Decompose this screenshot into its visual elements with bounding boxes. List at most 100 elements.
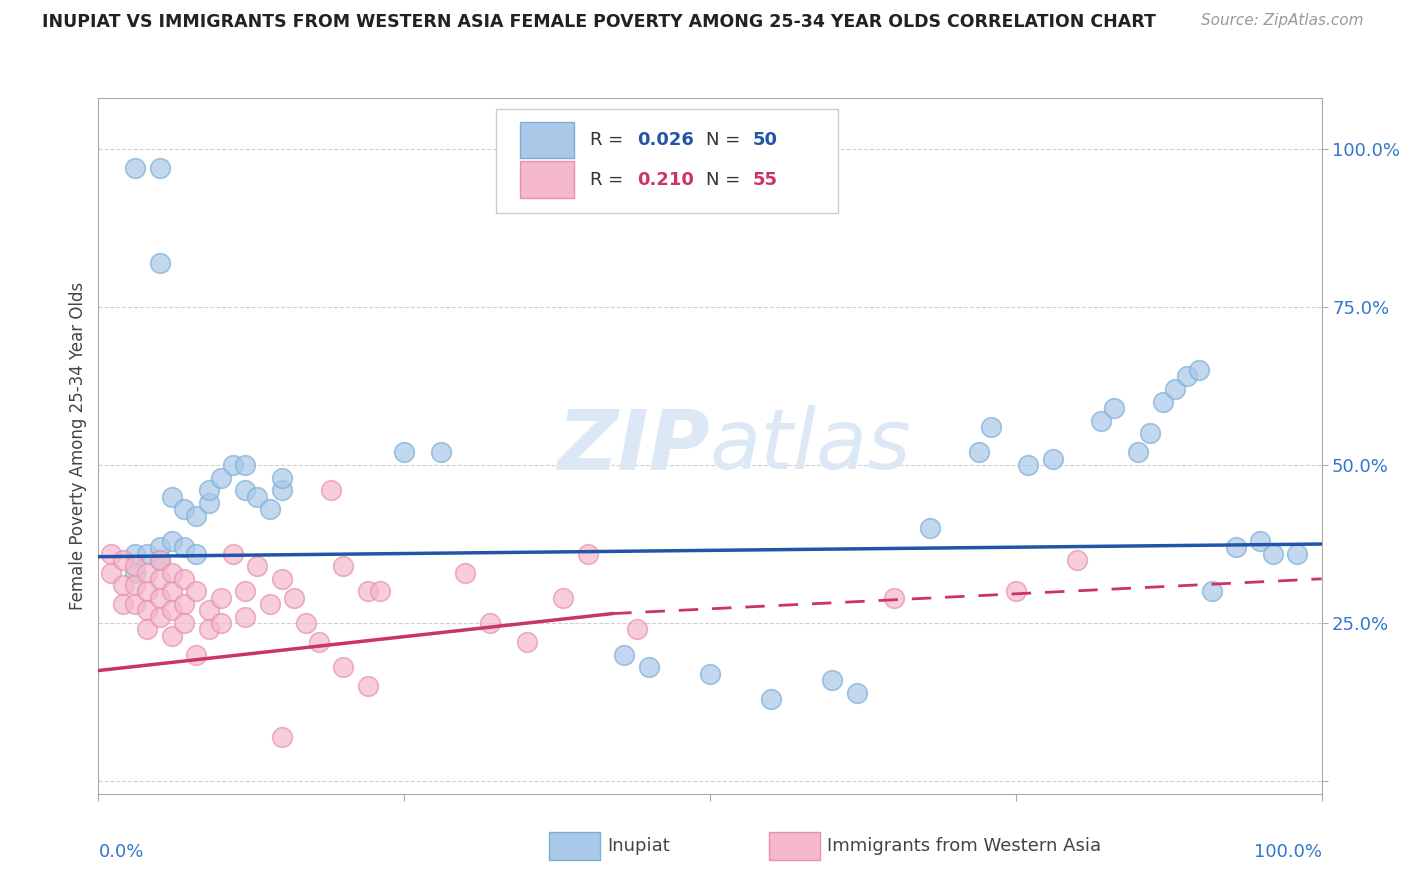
Point xyxy=(308,635,330,649)
Point xyxy=(1286,547,1309,561)
Point xyxy=(222,547,245,561)
Point xyxy=(699,666,721,681)
Point xyxy=(233,584,256,599)
Point xyxy=(124,161,146,175)
Point xyxy=(1066,553,1088,567)
Point xyxy=(1090,414,1112,428)
Point xyxy=(149,553,172,567)
Point xyxy=(186,547,208,561)
Text: Immigrants from Western Asia: Immigrants from Western Asia xyxy=(828,837,1101,855)
Point xyxy=(197,603,219,617)
Point xyxy=(209,591,232,605)
Point xyxy=(149,540,172,554)
Point xyxy=(209,616,232,631)
Text: 0.026: 0.026 xyxy=(637,131,693,149)
Point xyxy=(626,623,648,637)
FancyBboxPatch shape xyxy=(496,109,838,213)
Point xyxy=(160,629,183,643)
Point xyxy=(454,566,477,580)
Text: ZIP: ZIP xyxy=(557,406,710,486)
Point xyxy=(392,445,416,459)
Text: 100.0%: 100.0% xyxy=(1254,843,1322,861)
Point xyxy=(368,584,391,599)
Point xyxy=(111,597,134,611)
Point xyxy=(259,597,281,611)
Point xyxy=(160,566,183,580)
Text: R =: R = xyxy=(591,131,628,149)
Text: INUPIAT VS IMMIGRANTS FROM WESTERN ASIA FEMALE POVERTY AMONG 25-34 YEAR OLDS COR: INUPIAT VS IMMIGRANTS FROM WESTERN ASIA … xyxy=(42,13,1156,31)
Point xyxy=(1164,382,1187,396)
Point xyxy=(136,566,159,580)
Point xyxy=(173,540,195,554)
Point xyxy=(111,578,134,592)
Point xyxy=(270,470,294,484)
Point xyxy=(1004,584,1026,599)
Point xyxy=(222,458,245,472)
Point xyxy=(124,547,146,561)
Point xyxy=(124,578,146,592)
Point xyxy=(1128,445,1150,459)
Point xyxy=(1152,394,1174,409)
Point xyxy=(576,547,599,561)
Text: 55: 55 xyxy=(752,170,778,188)
Point xyxy=(1017,458,1039,472)
Point xyxy=(920,521,942,535)
Point xyxy=(1175,369,1198,384)
Point xyxy=(319,483,342,498)
Point xyxy=(186,508,208,523)
Point xyxy=(980,420,1002,434)
Point xyxy=(332,559,354,574)
Point xyxy=(845,686,868,700)
Point xyxy=(173,597,195,611)
Point xyxy=(295,616,318,631)
Point xyxy=(1102,401,1125,415)
Point xyxy=(100,547,122,561)
Text: 50: 50 xyxy=(752,131,778,149)
Y-axis label: Female Poverty Among 25-34 Year Olds: Female Poverty Among 25-34 Year Olds xyxy=(69,282,87,610)
Text: Inupiat: Inupiat xyxy=(607,837,671,855)
Point xyxy=(637,660,661,674)
Text: 0.210: 0.210 xyxy=(637,170,693,188)
Point xyxy=(149,161,172,175)
Point xyxy=(149,255,172,269)
Point xyxy=(270,483,294,498)
Point xyxy=(160,584,183,599)
FancyBboxPatch shape xyxy=(769,832,820,860)
Point xyxy=(430,445,453,459)
Point xyxy=(1188,363,1211,377)
Point xyxy=(332,660,354,674)
Point xyxy=(136,623,159,637)
Text: atlas: atlas xyxy=(710,406,911,486)
Point xyxy=(478,616,501,631)
FancyBboxPatch shape xyxy=(548,832,600,860)
Point xyxy=(553,591,575,605)
Point xyxy=(124,566,146,580)
Point xyxy=(967,445,990,459)
Point xyxy=(186,584,208,599)
Point xyxy=(1261,547,1284,561)
Point xyxy=(270,572,294,586)
Point xyxy=(197,623,219,637)
Point xyxy=(160,490,183,504)
Point xyxy=(149,572,172,586)
Point xyxy=(197,483,219,498)
Point xyxy=(149,553,172,567)
Text: 0.0%: 0.0% xyxy=(98,843,143,861)
Point xyxy=(1225,540,1247,554)
Point xyxy=(186,648,208,662)
Point xyxy=(233,458,256,472)
Point xyxy=(124,559,146,574)
Point xyxy=(1249,533,1271,548)
FancyBboxPatch shape xyxy=(520,161,574,198)
Point xyxy=(1042,451,1064,466)
Point xyxy=(356,584,378,599)
Point xyxy=(246,559,269,574)
Point xyxy=(233,609,256,624)
Point xyxy=(515,635,537,649)
Point xyxy=(356,679,378,693)
Text: R =: R = xyxy=(591,170,628,188)
Text: N =: N = xyxy=(706,170,747,188)
Point xyxy=(883,591,905,605)
Point xyxy=(821,673,844,687)
Text: Source: ZipAtlas.com: Source: ZipAtlas.com xyxy=(1201,13,1364,29)
